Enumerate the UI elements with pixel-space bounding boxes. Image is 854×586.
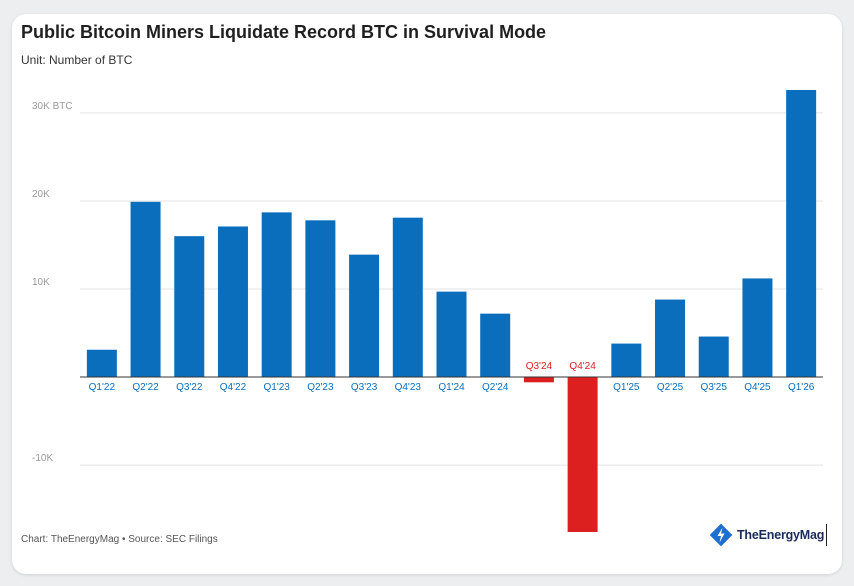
x-tick-label: Q3'22 <box>176 382 203 393</box>
bar <box>611 343 642 378</box>
bar <box>436 291 467 378</box>
bolt-diamond-icon <box>709 523 733 547</box>
x-tick-label: Q1'25 <box>613 382 640 393</box>
bar <box>480 313 511 378</box>
y-tick-label: 10K <box>32 277 50 288</box>
bar <box>130 201 161 378</box>
x-tick-label: Q4'23 <box>395 382 422 393</box>
x-tick-label: Q1'26 <box>788 382 815 393</box>
bar <box>567 377 598 532</box>
bar <box>174 236 205 378</box>
x-tick-label: Q4'25 <box>744 382 771 393</box>
y-tick-label: -10K <box>32 453 53 464</box>
bar <box>217 226 248 378</box>
brand-logo[interactable]: TheEnergyMag <box>708 523 828 547</box>
chart-footer: Chart: TheEnergyMag • Source: SEC Filing… <box>21 534 218 545</box>
bar <box>392 217 423 378</box>
x-tick-label: Q3'23 <box>351 382 378 393</box>
x-tick-label: Q2'25 <box>657 382 684 393</box>
x-tick-label: Q1'23 <box>263 382 290 393</box>
bar <box>86 349 117 378</box>
x-tick-label: Q4'22 <box>220 382 247 393</box>
logo-text: TheEnergyMag <box>737 528 825 542</box>
chart-subtitle: Unit: Number of BTC <box>21 53 133 67</box>
x-tick-label: Q1'24 <box>438 382 465 393</box>
bar <box>349 254 380 378</box>
x-tick-label: Q2'24 <box>482 382 509 393</box>
x-tick-label: Q2'23 <box>307 382 334 393</box>
text-cursor <box>826 524 828 546</box>
bar <box>523 377 554 383</box>
x-tick-label: Q3'25 <box>701 382 728 393</box>
bar <box>786 90 817 378</box>
bar <box>698 336 729 378</box>
bar <box>261 212 292 378</box>
chart-title: Public Bitcoin Miners Liquidate Record B… <box>21 22 547 42</box>
x-tick-label: Q2'22 <box>132 382 159 393</box>
bar <box>742 278 773 378</box>
bar <box>305 220 336 378</box>
x-tick-label: Q4'24 <box>569 361 596 372</box>
x-tick-label: Q3'24 <box>526 361 553 372</box>
y-tick-label: 20K <box>32 189 50 200</box>
bar <box>655 299 686 378</box>
y-tick-label: 30K BTC <box>32 101 73 112</box>
x-tick-label: Q1'22 <box>89 382 116 393</box>
